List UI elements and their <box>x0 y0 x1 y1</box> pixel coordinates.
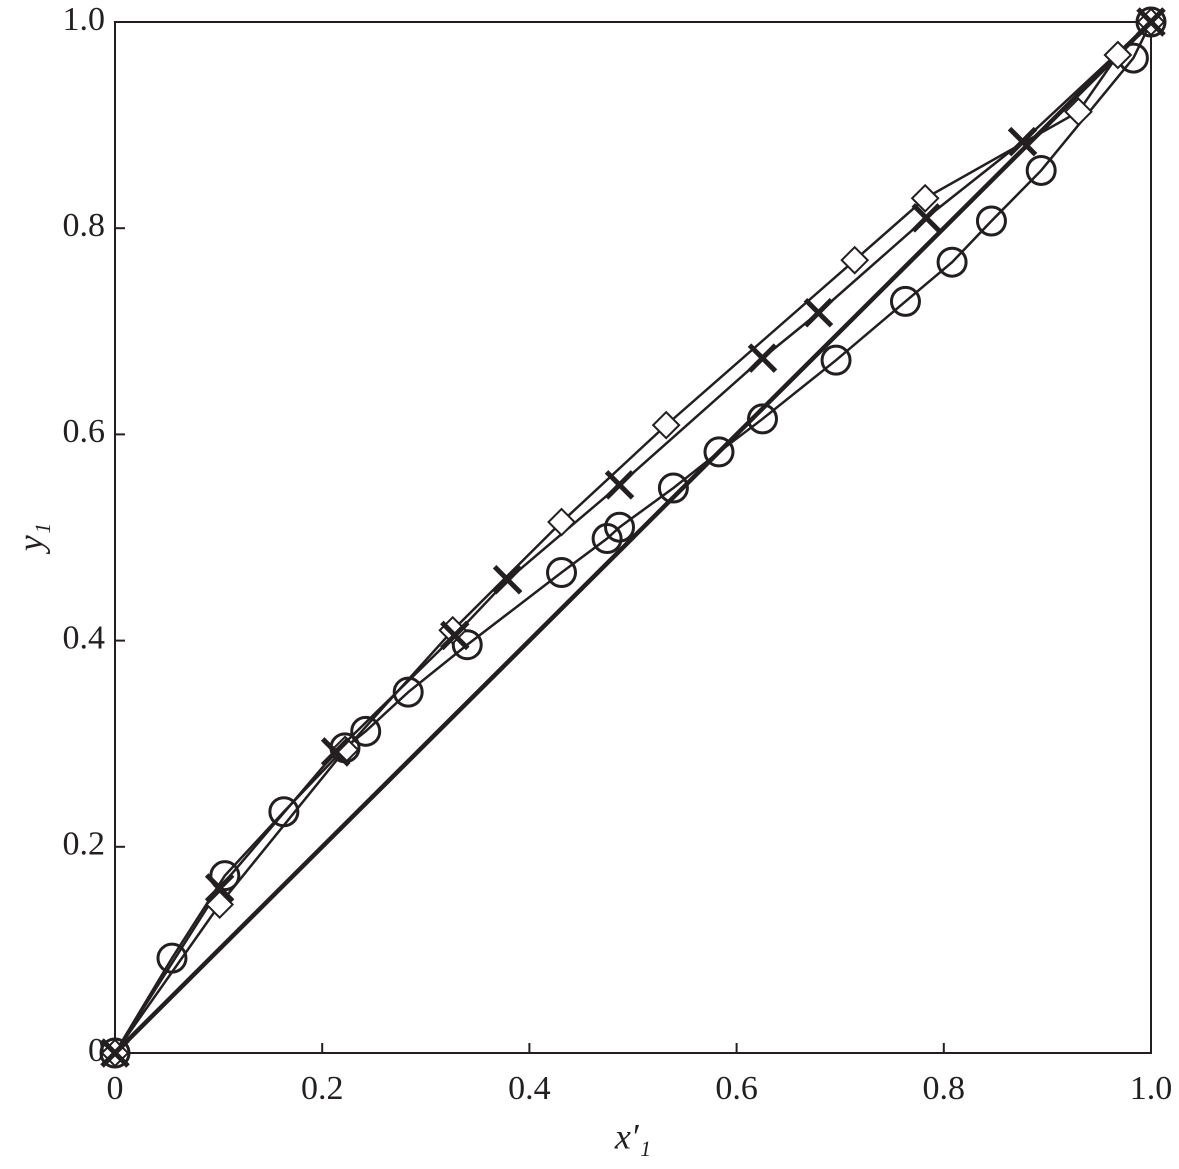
cross-marker <box>803 297 834 328</box>
y-tick-label: 0 <box>88 1032 105 1069</box>
diamond-marker <box>1103 40 1133 70</box>
cross-marker <box>492 565 523 595</box>
cross-marker <box>911 203 941 233</box>
cross-marker <box>100 1038 130 1068</box>
cross-marker <box>1136 7 1166 37</box>
y-tick-label: 1.0 <box>63 1 106 38</box>
x-tick-label: 0.2 <box>301 1070 344 1107</box>
x-tick-label: 0.4 <box>508 1070 551 1107</box>
x-tick-label: 0.6 <box>715 1070 758 1107</box>
cross-marker <box>440 620 470 651</box>
circle-marker <box>209 860 241 892</box>
circle-marker <box>392 676 424 708</box>
circle-marker <box>820 344 852 376</box>
series-line <box>113 20 1153 1055</box>
y-tick-label: 0.8 <box>63 207 106 244</box>
circle-marker <box>747 403 778 435</box>
y-axis-label: y₁ <box>10 523 50 555</box>
circle-marker <box>350 715 382 747</box>
circle-marker <box>657 472 689 504</box>
circle-marker <box>889 285 921 317</box>
diamond-marker <box>651 410 681 440</box>
circle-marker <box>975 205 1007 237</box>
diamond-marker <box>1064 97 1093 127</box>
x-tick-label: 1.0 <box>1130 1070 1173 1107</box>
x-tick-label: 0.8 <box>923 1070 966 1107</box>
y-tick-label: 0.2 <box>63 826 106 863</box>
cross-marker <box>1007 126 1038 157</box>
cross-marker <box>747 343 778 373</box>
x-axis-label: x′₁ <box>614 1116 651 1156</box>
diamond-marker <box>547 507 576 537</box>
circle-marker <box>156 942 188 974</box>
diamond-marker <box>840 245 870 275</box>
circle-marker <box>451 629 483 661</box>
cross-marker <box>204 873 235 903</box>
circle-marker <box>1025 154 1057 186</box>
x-tick-label: 0 <box>107 1070 124 1107</box>
circle-marker <box>546 557 578 589</box>
circle-marker <box>936 246 968 278</box>
circle-marker <box>703 436 735 468</box>
circle-marker <box>268 796 300 828</box>
circle-marker <box>604 511 636 543</box>
y-tick-label: 0.6 <box>63 413 106 450</box>
plot-frame <box>114 21 1152 1054</box>
diamond-marker <box>910 183 940 213</box>
cross-marker <box>604 470 635 500</box>
y-tick-label: 0.4 <box>63 619 106 656</box>
cross-marker <box>320 737 351 767</box>
